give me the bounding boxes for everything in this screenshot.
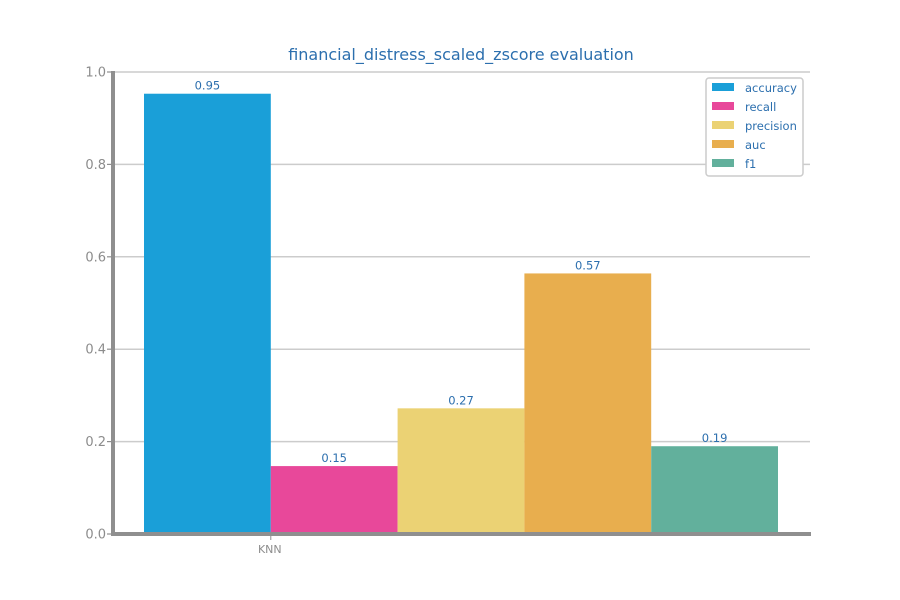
legend-label-accuracy: accuracy: [745, 81, 797, 95]
legend-swatch-f1: [712, 159, 734, 167]
x-tick-label: KNN: [258, 543, 282, 556]
bar-accuracy: [144, 93, 271, 535]
y-tick-label: 0.6: [85, 250, 106, 265]
bar-recall: [270, 466, 398, 534]
legend-label-auc: auc: [745, 138, 766, 152]
y-tick-label: 0.4: [85, 343, 106, 358]
y-tick-label: 0.2: [85, 435, 106, 450]
value-label-recall: 0.15: [321, 451, 347, 465]
legend-label-precision: precision: [745, 119, 797, 133]
bar-precision: [397, 408, 525, 534]
legend-swatch-auc: [712, 140, 734, 148]
legend-label-f1: f1: [745, 157, 756, 171]
legend-swatch-accuracy: [712, 83, 734, 91]
legend-swatch-recall: [712, 102, 734, 110]
legend-swatch-precision: [712, 121, 734, 129]
bar-auc: [524, 273, 652, 534]
y-tick-label: 0.8: [85, 158, 106, 173]
bars: [144, 93, 778, 535]
y-tick-label: 0.0: [85, 528, 106, 543]
legend: accuracy recall precision auc f1: [705, 77, 804, 177]
chart-title: financial_distress_scaled_zscore evaluat…: [288, 45, 634, 65]
y-tick-label: 1.0: [85, 66, 106, 81]
value-label-precision: 0.27: [448, 393, 474, 407]
value-label-f1: 0.19: [702, 431, 728, 445]
value-label-accuracy: 0.95: [195, 79, 221, 93]
value-labels: 0.95 0.15 0.27 0.57 0.19: [195, 79, 728, 465]
axes: 0.0 0.2 0.4 0.6 0.8 1.0 KNN: [85, 66, 811, 556]
bar-f1: [651, 446, 778, 534]
value-label-auc: 0.57: [575, 258, 601, 272]
legend-label-recall: recall: [745, 100, 776, 114]
